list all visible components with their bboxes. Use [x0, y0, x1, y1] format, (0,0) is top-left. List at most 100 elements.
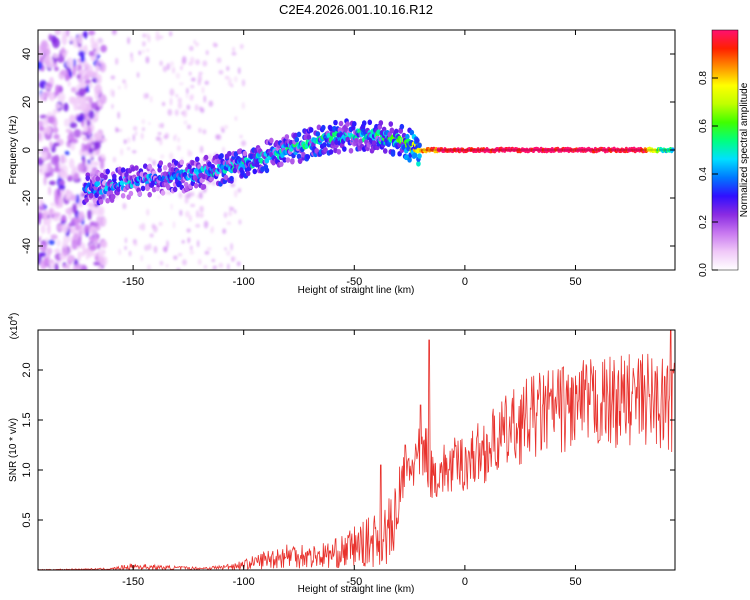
noise-blob [53, 212, 61, 218]
noise-blob [157, 195, 161, 200]
noise-blob [77, 250, 82, 262]
noise-blob [166, 62, 171, 71]
noise-blob [177, 97, 183, 104]
noise-blob [62, 239, 69, 250]
noise-blob [150, 95, 153, 103]
noise-blob [112, 156, 117, 163]
snr-panel: -150 -100 -50 0 50 0.5 1.0 1.5 2.0 Height of str… [8, 313, 676, 595]
ridge-blob [187, 163, 192, 170]
noise-blob [72, 65, 77, 76]
noise-blob [132, 150, 137, 154]
noise-blob [160, 154, 165, 159]
y-tick-label: 1.0 [21, 462, 33, 477]
noise-blob [166, 240, 169, 248]
noise-blob [74, 217, 79, 226]
noise-blob [142, 127, 145, 132]
ridge-blob [315, 131, 321, 137]
noise-blob [72, 203, 77, 215]
noise-blob [54, 66, 59, 72]
noise-blob [78, 197, 83, 208]
noise-blob [68, 222, 73, 228]
noise-blob [96, 74, 102, 85]
noise-blob [208, 100, 214, 107]
noise-blob [92, 150, 97, 156]
noise-blob [176, 145, 181, 152]
noise-blob [176, 267, 181, 270]
snr-plot-area [38, 330, 675, 570]
noise-blob [231, 52, 237, 56]
noise-blob [80, 55, 85, 63]
ridge-blob [98, 198, 104, 205]
ridge-blob [105, 168, 110, 175]
y-tick-label: 40 [21, 48, 33, 60]
noise-blob [241, 140, 247, 147]
ridge-blob [296, 131, 302, 138]
ridge-blob [172, 186, 178, 193]
ridge-blob [328, 149, 334, 155]
noise-blob [88, 110, 95, 120]
noise-blob [52, 108, 56, 117]
noise-blob [224, 75, 230, 80]
ridge-blob [264, 157, 270, 164]
ridge-blob [361, 120, 367, 126]
noise-blob [164, 191, 170, 195]
noise-blob [190, 203, 196, 207]
ridge-blob [128, 190, 134, 197]
noise-blob [174, 134, 177, 138]
ridge-blob [390, 151, 396, 157]
y-tick-label: 2.0 [21, 362, 33, 377]
noise-blob [38, 244, 46, 252]
noise-blob [155, 34, 161, 42]
noise-blob [189, 245, 193, 251]
noise-blob [111, 30, 117, 36]
ridge-blob [240, 169, 245, 176]
noise-blob [39, 92, 45, 102]
noise-blob [203, 95, 207, 103]
noise-blob [38, 236, 41, 242]
noise-blob [75, 63, 79, 71]
noise-blob [111, 103, 114, 109]
noise-blob [60, 171, 69, 179]
noise-blob [237, 187, 242, 193]
noise-blob [152, 159, 156, 166]
noise-blob [78, 69, 85, 74]
colorbar-ticks: 0.0 0.2 0.4 0.6 0.8 [698, 71, 718, 277]
ridge-blob [409, 129, 415, 136]
noise-blob [229, 205, 232, 212]
noise-blob [155, 136, 161, 141]
noise-blob [190, 191, 195, 197]
noise-blob [140, 132, 144, 140]
noise-blob [136, 71, 140, 78]
noise-blob [117, 111, 120, 119]
noise-blob [95, 110, 99, 120]
ridge-blob [407, 157, 412, 163]
noise-blob [212, 265, 217, 269]
ridge-blob [378, 120, 384, 126]
y-tick-label: -40 [21, 238, 33, 254]
noise-blob [198, 71, 203, 75]
noise-blob [123, 139, 127, 144]
colorbar-tick-label: 0.4 [698, 167, 709, 181]
noise-blob [234, 116, 238, 121]
noise-blob [169, 31, 173, 37]
y-tick-label: 0 [21, 147, 33, 153]
ridge-blob [305, 154, 311, 160]
noise-blob [178, 192, 183, 199]
ridge-blob [389, 127, 395, 134]
noise-blob [66, 192, 72, 199]
noise-blob [146, 48, 150, 52]
ridge-blob [338, 120, 344, 127]
ridge-blob [95, 176, 101, 182]
noise-blob [227, 78, 232, 83]
noise-blob [171, 66, 176, 74]
spectrogram-blobs [38, 30, 675, 270]
noise-blob [199, 145, 204, 154]
noise-blob [49, 262, 55, 270]
ridge-blob [249, 153, 254, 160]
noise-blob [212, 42, 216, 47]
ridge-blob [354, 137, 359, 144]
noise-blob [179, 209, 183, 217]
noise-blob [53, 248, 61, 254]
noise-blob [141, 118, 146, 125]
